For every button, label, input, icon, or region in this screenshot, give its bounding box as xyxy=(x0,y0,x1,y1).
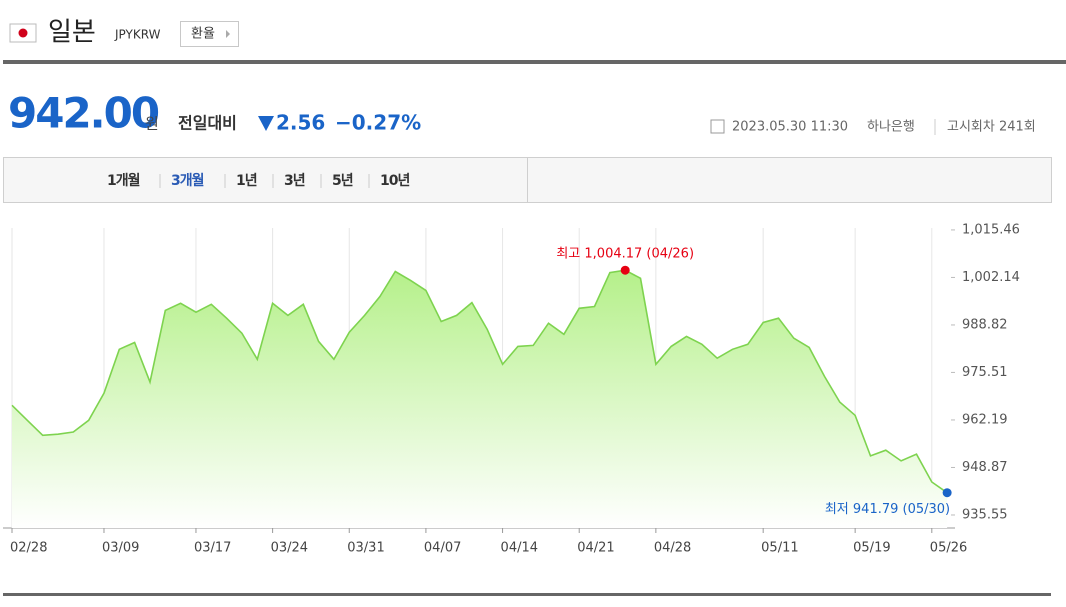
tab[interactable]: 3개월 xyxy=(171,172,205,189)
y-tick-label: 948.87 xyxy=(962,460,1008,475)
title: 일본 xyxy=(48,18,96,48)
x-tick-label: 04/14 xyxy=(501,541,538,556)
y-tick-label: 962.19 xyxy=(962,412,1008,427)
tab[interactable]: 3년 xyxy=(284,173,306,189)
rate-button[interactable]: 환율 xyxy=(180,21,239,47)
price: 942.00 xyxy=(8,89,159,138)
x-tick-label: 04/28 xyxy=(654,541,691,556)
tab[interactable]: 1년 xyxy=(236,173,258,189)
code: JPYKRW xyxy=(114,28,161,42)
x-tick-label: 05/11 xyxy=(761,541,798,556)
y-tick-label: 988.82 xyxy=(962,317,1008,332)
x-tick-label: 04/21 xyxy=(577,541,614,556)
x-tick-label: 03/31 xyxy=(347,541,384,556)
y-tick-label: 975.51 xyxy=(962,365,1008,380)
calendar-icon xyxy=(710,119,725,134)
line xyxy=(11,269,948,494)
bottom-rule xyxy=(3,593,1051,596)
low-point xyxy=(942,488,952,498)
round: 고시회차 241회 xyxy=(947,120,1036,135)
bank: 하나은행 xyxy=(867,119,915,135)
tab[interactable]: 1개월 xyxy=(107,172,141,189)
x-tick-label: 02/28 xyxy=(10,541,47,556)
area xyxy=(12,270,948,528)
top-rule xyxy=(3,60,1066,64)
tab[interactable]: 10년 xyxy=(380,173,410,189)
down-arrow xyxy=(258,116,274,131)
tab[interactable]: 5년 xyxy=(332,173,354,189)
x-tick-label: 03/09 xyxy=(102,541,139,556)
y-tick-label: 1,002.14 xyxy=(962,270,1020,285)
button-label[interactable]: 환율 xyxy=(191,27,215,42)
x-tick-label: 05/19 xyxy=(853,541,890,556)
y-tick-label: 935.55 xyxy=(962,507,1008,522)
change-label: 전일대비 xyxy=(178,114,237,133)
datetime: 2023.05.30 11:30 xyxy=(732,120,848,135)
unit: 원 xyxy=(145,115,159,133)
change: 2.56 xyxy=(276,111,325,135)
flag-dot xyxy=(18,28,28,38)
x-tick-label: 04/07 xyxy=(424,541,461,556)
y-tick-label: 1,015.46 xyxy=(962,222,1020,237)
x-tick-label: 03/24 xyxy=(271,541,308,556)
high-label: 최고 1,004.17 (04/26) xyxy=(556,247,694,262)
x-tick-label: 05/26 xyxy=(930,541,967,556)
low-label: 최저 941.79 (05/30) xyxy=(825,502,950,517)
high-point xyxy=(620,265,630,275)
x-tick-label: 03/17 xyxy=(194,541,231,556)
change-pct: −0.27% xyxy=(335,111,421,135)
